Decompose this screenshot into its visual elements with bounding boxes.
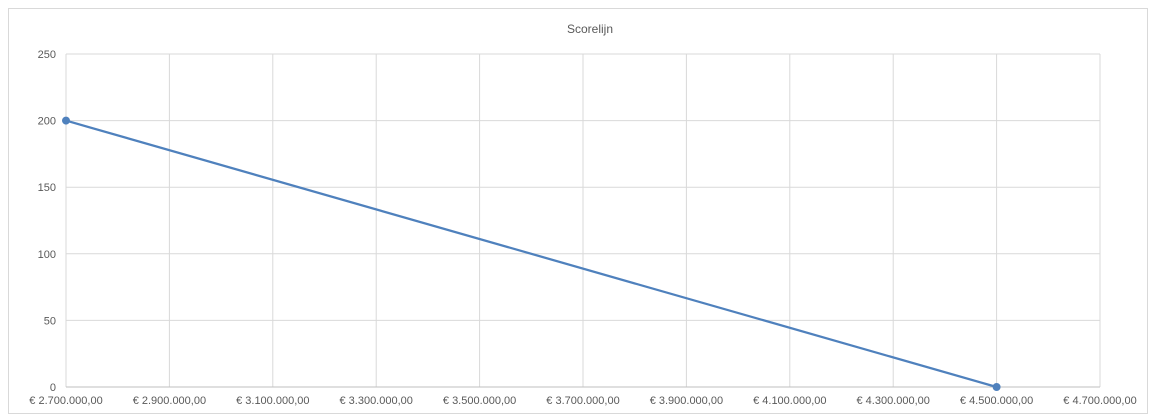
y-tick-label: 50 bbox=[44, 315, 56, 327]
data-point bbox=[62, 116, 70, 125]
x-tick-label: € 4.700.000,00 bbox=[1063, 395, 1136, 407]
x-tick-label: € 3.700.000,00 bbox=[546, 395, 619, 407]
label-layer: 0 50 100 150 200 250 € 2.700.000,00 € 2.900.000… bbox=[29, 49, 1136, 407]
y-tick-label: 100 bbox=[38, 249, 56, 261]
y-tick-label: 0 bbox=[50, 382, 56, 394]
y-tick-label: 250 bbox=[38, 49, 56, 61]
series-line bbox=[64, 119, 998, 389]
x-tick-label: € 3.100.000,00 bbox=[236, 395, 309, 407]
grid-layer bbox=[65, 53, 1101, 387]
x-tick-label: € 2.700.000,00 bbox=[29, 395, 102, 407]
x-tick-label: € 3.500.000,00 bbox=[443, 395, 516, 407]
y-tick-label: 150 bbox=[38, 182, 56, 194]
x-tick-label: € 3.900.000,00 bbox=[650, 395, 723, 407]
series-layer bbox=[62, 116, 1001, 391]
y-tick-label: 200 bbox=[38, 116, 56, 128]
x-tick-label: € 4.100.000,00 bbox=[753, 395, 826, 407]
x-tick-label: € 4.300.000,00 bbox=[856, 395, 929, 407]
x-tick-label: € 4.500.000,00 bbox=[960, 395, 1033, 407]
chart-frame: Scorelijn 0 50 100 150 200 250 € 2.700.000,00 €… bbox=[8, 8, 1148, 414]
chart-svg: Scorelijn 0 50 100 150 200 250 € 2.700.000,00 €… bbox=[29, 22, 1136, 407]
chart-title: Scorelijn bbox=[567, 22, 613, 36]
x-tick-label: € 2.900.000,00 bbox=[133, 395, 206, 407]
data-point bbox=[992, 383, 1001, 391]
x-tick-label: € 3.300.000,00 bbox=[339, 395, 412, 407]
